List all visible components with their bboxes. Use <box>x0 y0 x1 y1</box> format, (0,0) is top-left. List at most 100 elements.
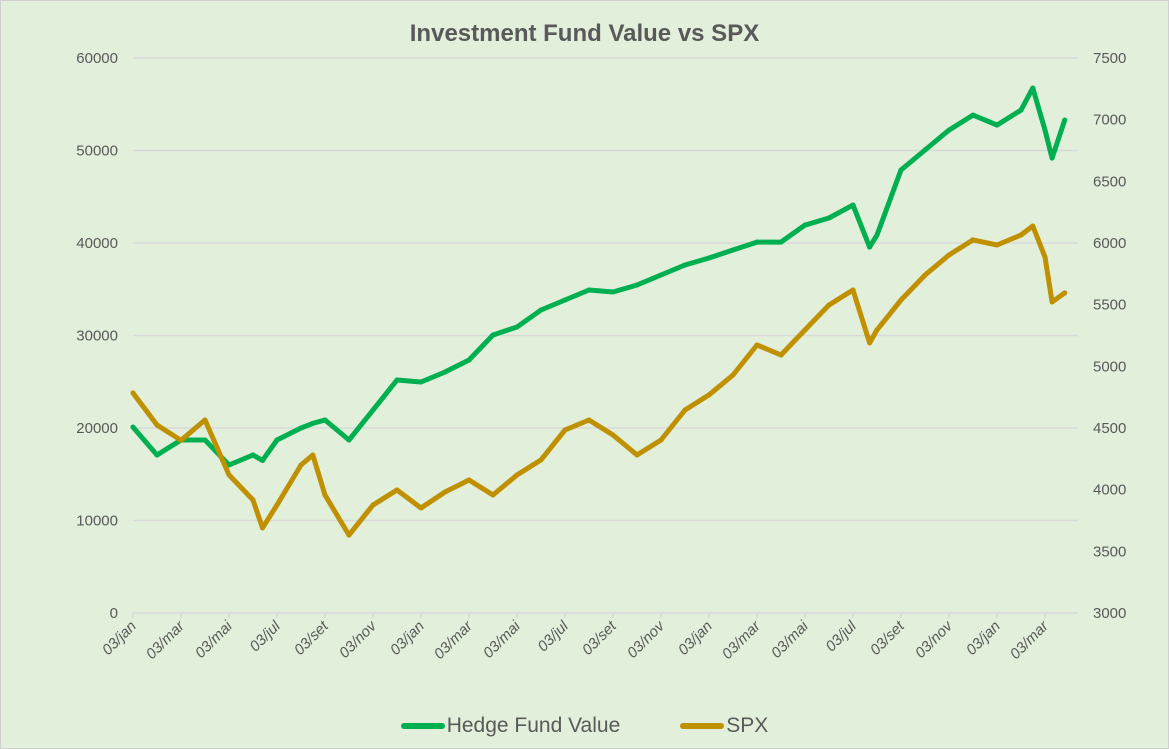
x-tick-label: 03/nov <box>336 617 381 662</box>
hedge-fund-point <box>490 332 496 338</box>
spx-point <box>610 432 616 438</box>
hedge-fund-point <box>826 215 832 221</box>
y-left-tick-label: 0 <box>110 605 118 622</box>
spx-point <box>466 477 472 483</box>
spx-point <box>658 437 664 443</box>
spx-point <box>1030 223 1036 229</box>
x-tick-label: 03/mar <box>1007 617 1053 663</box>
hedge-fund-point <box>130 424 136 430</box>
spx-point <box>310 452 316 458</box>
x-tick-label: 03/jan <box>963 618 1004 659</box>
spx-point <box>706 392 712 398</box>
spx-point <box>850 287 856 293</box>
hedge-fund-point <box>850 202 856 208</box>
hedge-fund-point <box>730 247 736 253</box>
spx-point <box>298 462 304 468</box>
hedge-fund-point <box>514 324 520 330</box>
spx-point <box>586 417 592 423</box>
spx-point <box>874 327 880 333</box>
hedge-fund-point <box>922 147 928 153</box>
hedge-fund-point <box>1042 127 1048 133</box>
spx-point <box>226 472 232 478</box>
legend-swatch-hedge <box>400 723 445 729</box>
hedge-fund-point <box>970 112 976 118</box>
x-tick-label: 03/jan <box>675 618 716 659</box>
spx-point <box>394 487 400 493</box>
hedge-fund-point <box>442 369 448 375</box>
hedge-fund-point <box>1049 155 1055 161</box>
spx-point <box>802 327 808 333</box>
legend-swatch-spx <box>680 723 725 729</box>
hedge-fund-point <box>874 232 880 238</box>
hedge-fund-point <box>778 239 784 245</box>
hedge-fund-point <box>1030 85 1036 91</box>
spx-point <box>1049 299 1055 305</box>
spx-point <box>490 492 496 498</box>
x-tick-label: 03/nov <box>912 617 957 662</box>
y-right-tick-label: 4000 <box>1093 482 1126 499</box>
hedge-fund-point <box>867 244 873 250</box>
spx-point <box>514 472 520 478</box>
hedge-fund-point <box>274 437 280 443</box>
y-left-tick-label: 50000 <box>76 143 118 160</box>
hedge-fund-point <box>154 452 160 458</box>
spx-point <box>322 492 328 498</box>
hedge-fund-point <box>346 437 352 443</box>
legend-item-spx: SPX <box>680 714 768 738</box>
x-tick-label: 03/mar <box>719 617 765 663</box>
x-tick-label: 03/jul <box>534 617 572 655</box>
legend: Hedge Fund Value SPX <box>0 714 1169 738</box>
y-right-tick-label: 5500 <box>1093 297 1126 314</box>
hedge-fund-point <box>802 222 808 228</box>
spx-point <box>994 242 1000 248</box>
spx-point <box>754 342 760 348</box>
y-right-tick-label: 5000 <box>1093 358 1126 375</box>
spx-point <box>946 252 952 258</box>
hedge-fund-point <box>1018 107 1024 113</box>
y-right-tick-label: 7000 <box>1093 112 1126 129</box>
hedge-fund-point <box>418 379 424 385</box>
spx-point <box>562 427 568 433</box>
x-tick-label: 03/jan <box>387 618 428 659</box>
hedge-fund-point <box>586 287 592 293</box>
spx-point <box>154 422 160 428</box>
y-left-tick-label: 40000 <box>76 235 118 252</box>
y-left-tick-label: 20000 <box>76 420 118 437</box>
spx-point <box>130 390 136 396</box>
hedge-fund-point <box>994 122 1000 128</box>
x-tick-label: 03/jul <box>246 617 284 655</box>
x-tick-label: 03/mar <box>431 617 477 663</box>
spx-point <box>1042 254 1048 260</box>
hedge-fund-point <box>370 407 376 413</box>
y-right-tick-label: 7500 <box>1093 50 1126 67</box>
spx-point <box>970 237 976 243</box>
hedge-fund-point <box>946 127 952 133</box>
hedge-fund-point <box>394 377 400 383</box>
y-right-tick-label: 6000 <box>1093 235 1126 252</box>
spx-point <box>442 489 448 495</box>
spx-point <box>250 497 256 503</box>
hedge-fund-point <box>310 420 316 426</box>
x-tick-label: 03/mai <box>768 617 812 661</box>
spx-point <box>898 297 904 303</box>
x-tick-label: 03/set <box>291 617 333 659</box>
y-right-tick-label: 3500 <box>1093 543 1126 560</box>
hedge-fund-point <box>1062 117 1068 123</box>
x-tick-label: 03/set <box>579 617 621 659</box>
chart-title: Investment Fund Value vs SPX <box>409 20 760 47</box>
hedge-fund-point <box>298 425 304 431</box>
x-tick-label: 03/nov <box>624 617 669 662</box>
y-right-tick-label: 4500 <box>1093 420 1126 437</box>
spx-point <box>1062 290 1068 296</box>
x-tick-label: 03/mar <box>143 617 189 663</box>
spx-point <box>1018 232 1024 238</box>
spx-point <box>346 532 352 538</box>
legend-label-hedge: Hedge Fund Value <box>446 714 621 737</box>
spx-point <box>778 352 784 358</box>
hedge-fund-point <box>259 457 265 463</box>
x-tick-label: 03/mai <box>480 617 524 661</box>
x-tick-label: 03/jan <box>99 618 140 659</box>
spx-point <box>634 452 640 458</box>
y-left-tick-label: 60000 <box>76 50 118 67</box>
